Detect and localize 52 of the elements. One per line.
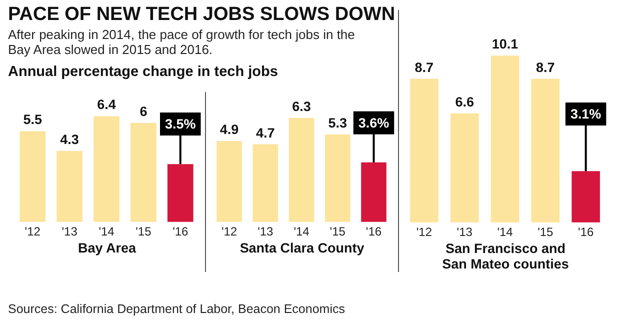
bar — [490, 55, 520, 222]
text: Annual percentage change in tech jobs — [8, 64, 278, 80]
data-label: 5.5 — [23, 112, 42, 128]
x-tick-label: '12 — [416, 224, 432, 238]
bar — [94, 116, 120, 222]
data-label: 6 — [140, 104, 148, 119]
bar — [252, 144, 278, 222]
chart-title: PACE OF NEW TECH JOBS SLOWS DOWN — [8, 4, 396, 26]
data-label: 6.3 — [292, 99, 312, 114]
bar — [20, 131, 46, 222]
data-label: 6.6 — [455, 94, 474, 110]
bar — [167, 164, 194, 222]
data-label: 4.7 — [256, 125, 275, 140]
data-label: 10.1 — [492, 36, 519, 52]
data-label: 8.7 — [414, 59, 434, 74]
data-label: 3.6% — [358, 115, 390, 130]
bar — [288, 118, 314, 222]
bar — [450, 113, 479, 222]
data-label: 8.7 — [536, 59, 555, 74]
data-label: 3.5% — [165, 116, 196, 132]
x-tick-label: '12 — [221, 224, 238, 238]
x-tick-label: '15 — [136, 224, 152, 238]
bar — [361, 162, 386, 222]
x-tick-label: '13 — [62, 224, 78, 238]
x-tick-label: '13 — [456, 224, 473, 238]
x-tick-label: '15 — [538, 224, 554, 238]
chart-subtitle: After peaking in 2014, the pace of growth for tech jobs in the Bay Area slowed in 2015 and 2016. — [8, 27, 356, 57]
data-label: 4.9 — [220, 122, 239, 138]
bar — [531, 78, 560, 222]
bar — [216, 141, 242, 222]
x-tick-label: '14 — [98, 224, 115, 238]
x-tick-label: '16 — [366, 224, 382, 238]
x-axis-title: San Francisco and San Mateo counties — [442, 240, 569, 271]
bar — [572, 170, 600, 222]
data-label: 3.1% — [570, 106, 602, 122]
bar — [56, 151, 82, 222]
bar — [130, 122, 156, 222]
x-tick-label: '14 — [294, 224, 310, 238]
data-label: 5.3 — [328, 116, 348, 131]
bar — [410, 78, 438, 222]
data-label: 6.4 — [97, 97, 116, 112]
x-axis-title: Santa Clara County — [240, 240, 365, 256]
x-tick-label: '16 — [578, 224, 594, 238]
x-tick-label: '13 — [258, 224, 274, 238]
x-axis-title: Bay Area — [78, 240, 136, 256]
data-label: 4.3 — [60, 132, 80, 148]
bar — [324, 134, 350, 222]
source-note: Sources: California Department of Labor, Beacon Economics — [8, 302, 345, 316]
x-tick-label: '14 — [497, 224, 514, 238]
x-tick-label: '15 — [330, 224, 346, 238]
x-tick-label: '16 — [172, 224, 189, 238]
x-tick-label: '12 — [24, 224, 41, 238]
